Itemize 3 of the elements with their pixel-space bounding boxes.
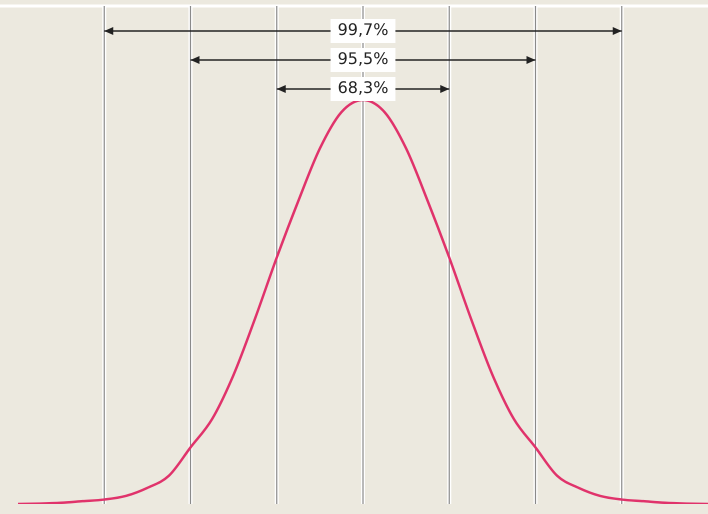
text: 99,7% xyxy=(338,20,388,40)
text: 95,5% xyxy=(338,49,388,68)
text: 68,3% xyxy=(338,78,388,98)
